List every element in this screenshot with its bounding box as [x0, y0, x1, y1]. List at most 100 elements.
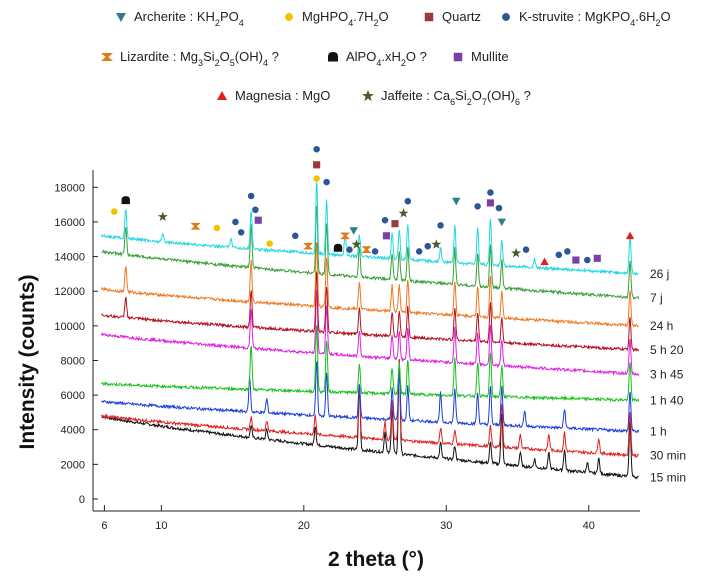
marker-star-icon [431, 239, 442, 249]
y-tick-label: 0 [79, 494, 85, 506]
marker-square-icon [593, 254, 601, 262]
marker-hourglass-icon [361, 246, 372, 254]
series-label: 3 h 45 [650, 367, 684, 381]
marker-circle-icon [381, 216, 389, 225]
series-line-1-h [101, 360, 640, 434]
series-line-7-j [101, 205, 640, 300]
marker-circle-icon [473, 202, 482, 211]
x-ticks: 6 10 20 30 40 [101, 505, 595, 532]
series-line-15-min [101, 359, 639, 480]
axes [92, 170, 640, 512]
marker-circle-icon [423, 242, 432, 251]
marker-circle-icon [371, 247, 379, 256]
x-axis-title: 2 theta (°) [328, 548, 424, 571]
y-tick-label: 4000 [61, 425, 85, 437]
marker-hourglass-icon [190, 222, 201, 230]
phase-markers [110, 145, 635, 266]
legend-label: AlPO4.xH2O ? [346, 49, 427, 68]
legend-symbol-circle-icon [501, 12, 511, 22]
legend-symbol-square-icon [424, 12, 434, 22]
y-tick-label: 10000 [54, 321, 85, 333]
marker-square-icon [313, 161, 321, 169]
x-tick-label: 40 [583, 520, 595, 532]
marker-bell-icon [121, 196, 130, 205]
series-labels: 15 min 30 min 1 h 1 h 40 3 h 45 5 h 20 24 h 7 j… [650, 267, 686, 484]
marker-circle-icon [415, 247, 424, 256]
marker-triangle-down-icon [497, 218, 507, 227]
legend-label: Archerite : KH2PO4 [134, 9, 244, 28]
marker-triangle-down-icon [349, 227, 358, 235]
series-line-26-j [101, 181, 639, 276]
y-tick-label: 2000 [61, 459, 85, 471]
legend-symbol-bell-icon [328, 52, 338, 62]
marker-hourglass-icon [303, 242, 314, 250]
marker-circle-icon [265, 239, 274, 248]
marker-triangle-up-icon [625, 231, 635, 240]
series-label: 5 h 20 [650, 343, 684, 357]
marker-triangle-down-icon [452, 197, 461, 206]
legend-label: Quartz [442, 9, 481, 24]
x-tick-label: 6 [101, 520, 107, 532]
legend-label: Lizardite : Mg3Si2O5(OH)4 ? [120, 49, 279, 68]
y-tick-label: 6000 [61, 390, 85, 402]
series-label: 26 j [650, 267, 669, 281]
marker-circle-icon [436, 221, 445, 230]
marker-hourglass-icon [340, 232, 351, 240]
marker-circle-icon [345, 245, 354, 254]
x-tick-label: 10 [155, 520, 167, 532]
marker-star-icon [398, 208, 409, 218]
legend-label: MgHPO4.7H2O [302, 9, 389, 28]
marker-circle-icon [231, 218, 240, 226]
series-label: 1 h [650, 424, 667, 438]
y-ticks: 0 2000 4000 6000 8000 10000 12000 14000 16000 180… [54, 182, 98, 506]
marker-triangle-up-icon [540, 257, 549, 266]
series-line-30-min [101, 359, 639, 459]
marker-square-icon [572, 256, 580, 264]
series-line-5-h-20 [101, 270, 640, 353]
marker-circle-icon [322, 178, 331, 186]
marker-circle-icon [251, 205, 260, 214]
marker-circle-icon [583, 256, 592, 264]
series-group [101, 181, 640, 480]
marker-circle-icon [247, 192, 255, 200]
marker-star-icon [157, 211, 168, 221]
legend-label: K-struvite : MgKPO4.6H2O [519, 9, 671, 28]
x-tick-label: 20 [298, 520, 310, 532]
legend: Archerite : KH2PO4 MgHPO4.7H2O Quartz K-str… [101, 9, 671, 107]
marker-circle-icon [522, 245, 530, 254]
marker-star-icon [511, 247, 522, 258]
marker-square-icon [254, 216, 262, 224]
marker-circle-icon [486, 188, 495, 197]
legend-symbol-square-icon [453, 52, 463, 62]
series-label: 7 j [650, 291, 663, 305]
x-tick-label: 30 [440, 520, 452, 532]
y-tick-label: 8000 [61, 355, 85, 367]
marker-star-icon [351, 239, 362, 249]
y-axis-title: Intensity (counts) [16, 274, 39, 449]
legend-symbol-triangle-up-icon [217, 91, 227, 100]
y-tick-label: 18000 [54, 182, 85, 194]
marker-circle-icon [495, 204, 503, 212]
marker-square-icon [382, 232, 391, 240]
marker-square-icon [486, 199, 494, 207]
y-tick-label: 14000 [54, 252, 85, 264]
marker-bell-icon [333, 243, 343, 252]
legend-symbol-triangle-down-icon [116, 13, 126, 22]
marker-circle-icon [403, 197, 412, 206]
marker-circle-icon [312, 145, 321, 154]
marker-circle-icon [554, 250, 563, 259]
series-label: 15 min [650, 470, 686, 484]
marker-circle-icon [237, 228, 246, 237]
series-label: 30 min [650, 449, 686, 463]
y-tick-label: 12000 [54, 286, 85, 298]
legend-label: Magnesia : MgO [235, 88, 330, 103]
marker-circle-icon [563, 247, 572, 256]
legend-symbol-hourglass-icon [101, 53, 113, 61]
y-tick-label: 16000 [54, 217, 85, 229]
series-label: 24 h [650, 319, 673, 333]
series-line-24-h [101, 242, 639, 328]
legend-label: Mullite [471, 49, 509, 64]
series-line-1-h-40 [101, 324, 640, 403]
legend-symbol-circle-icon [284, 12, 294, 22]
